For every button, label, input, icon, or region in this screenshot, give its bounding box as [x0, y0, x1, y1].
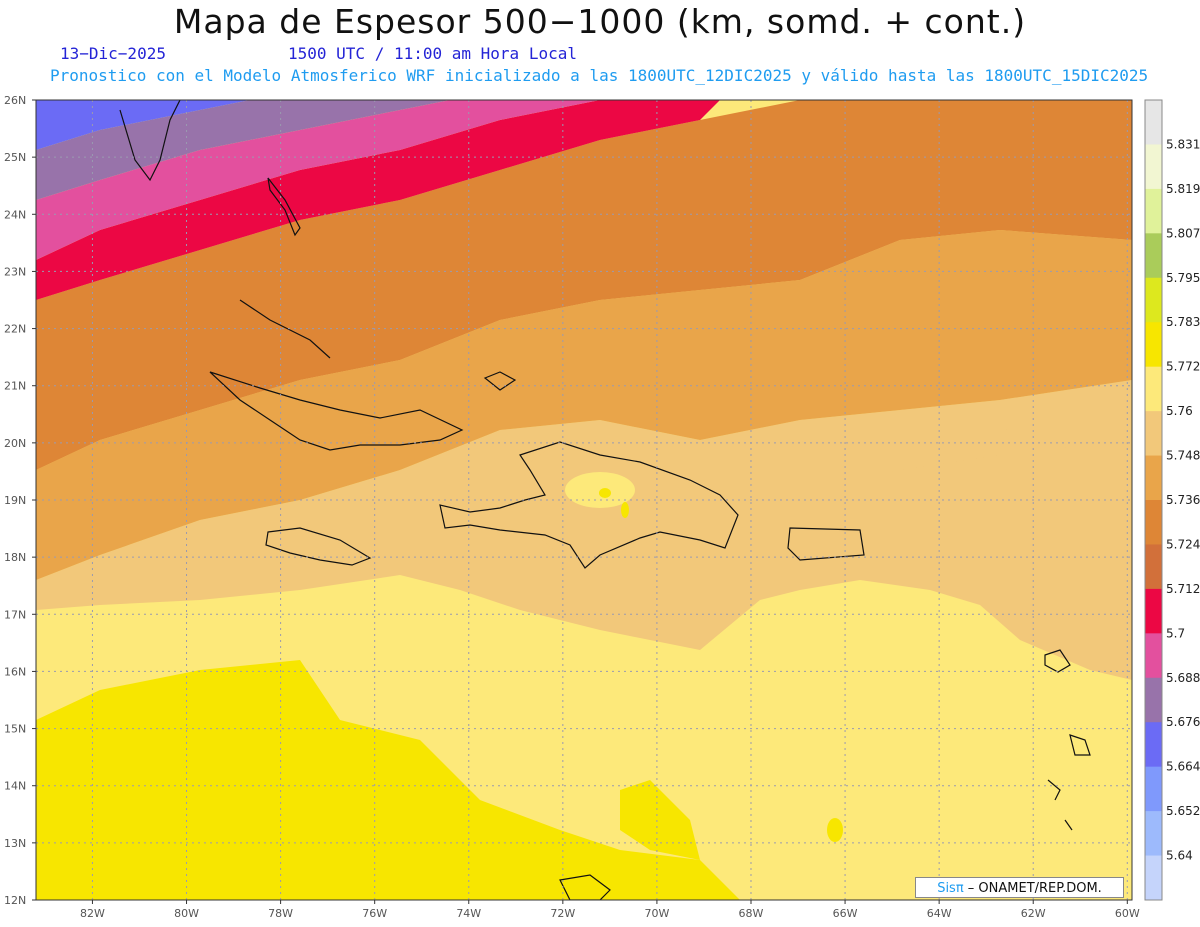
lat-tick-label: 16N	[4, 665, 26, 678]
colorbar-label: 5.652	[1166, 804, 1200, 818]
colorbar-swatch	[1145, 322, 1162, 368]
longitude-labels: 82W 80W 78W 76W 74W 72W 70W 68W 66W 64W 62W 60W	[80, 900, 1140, 920]
colorbar-label: 5.736	[1166, 493, 1200, 507]
colorbar-label: 5.64	[1166, 849, 1193, 863]
colorbar-label: 5.712	[1166, 582, 1200, 596]
lon-tick-label: 78W	[268, 907, 293, 920]
lat-tick-label: 15N	[4, 723, 26, 736]
lon-tick-label: 72W	[550, 907, 575, 920]
colorbar: 5.831 5.819 5.807 5.795 5.783 5.772 5.76 5.748 5…	[1144, 99, 1200, 901]
colorbar-frame	[1144, 99, 1163, 901]
lat-tick-label: 20N	[4, 437, 26, 450]
colorbar-swatch	[1145, 366, 1162, 412]
forecast-time: 1500 UTC / 11:00 am Hora Local	[288, 44, 577, 63]
credit-org: – ONAMET/REP.DOM.	[963, 881, 1102, 896]
lat-tick-label: 22N	[4, 323, 26, 336]
lon-tick-label: 60W	[1115, 907, 1140, 920]
colorbar-swatch	[1145, 100, 1162, 145]
colorbar-label: 5.724	[1166, 537, 1200, 551]
coastlines	[119, 100, 1091, 900]
colorbar-swatch	[1145, 144, 1162, 190]
lon-tick-label: 70W	[644, 907, 669, 920]
colorbar-swatch	[1145, 722, 1162, 768]
forecast-date: 13−Dic−2025	[60, 44, 166, 63]
colorbar-label: 5.783	[1166, 315, 1200, 329]
lon-tick-label: 80W	[174, 907, 199, 920]
lat-tick-label: 19N	[4, 494, 26, 507]
colorbar-label: 5.831	[1166, 137, 1200, 151]
lat-tick-label: 12N	[4, 894, 26, 907]
lon-tick-label: 64W	[927, 907, 952, 920]
colorbar-swatch	[1145, 766, 1162, 812]
lat-tick-label: 26N	[4, 94, 26, 107]
colorbar-label: 5.7	[1166, 626, 1185, 640]
lat-tick-label: 21N	[4, 380, 26, 393]
colorbar-label: 5.795	[1166, 271, 1200, 285]
colorbar-swatch	[1145, 855, 1162, 901]
lon-tick-label: 76W	[362, 907, 387, 920]
colorbar-label: 5.748	[1166, 449, 1200, 463]
colorbar-swatch	[1145, 277, 1162, 323]
colorbar-swatch	[1145, 411, 1162, 457]
colorbar-swatch	[1145, 233, 1162, 279]
lon-tick-label: 74W	[456, 907, 481, 920]
colorbar-swatch	[1145, 811, 1162, 857]
colorbar-label: 5.807	[1166, 226, 1200, 240]
lat-tick-label: 18N	[4, 551, 26, 564]
colorbar-swatch	[1145, 455, 1162, 501]
colorbar-swatch	[1145, 500, 1162, 545]
latitude-labels: 26N 25N 24N 23N 22N 21N 20N 19N 18N 17N 16N 15N 14N 1…	[4, 94, 36, 907]
lat-tick-label: 25N	[4, 151, 26, 164]
lon-tick-label: 66W	[833, 907, 858, 920]
colorbar-label: 5.688	[1166, 671, 1200, 685]
colorbar-swatch	[1145, 633, 1162, 679]
lat-tick-label: 24N	[4, 208, 26, 221]
colorbar-swatch	[1145, 544, 1162, 590]
lat-tick-label: 13N	[4, 837, 26, 850]
colorbar-label: 5.676	[1166, 715, 1200, 729]
model-description: Pronostico con el Modelo Atmosferico WRF…	[50, 66, 1149, 85]
lat-tick-label: 14N	[4, 780, 26, 793]
map-title: Mapa de Espesor 500−1000 (km, somd. + co…	[173, 2, 1027, 41]
colorbar-label: 5.76	[1166, 404, 1193, 418]
lat-tick-label: 23N	[4, 265, 26, 278]
lon-tick-label: 62W	[1021, 907, 1046, 920]
colorbar-swatch	[1145, 588, 1162, 634]
lon-tick-label: 82W	[80, 907, 105, 920]
lon-tick-label: 68W	[739, 907, 764, 920]
colorbar-swatch	[1145, 188, 1162, 234]
colorbar-label: 5.664	[1166, 760, 1200, 774]
colorbar-label: 5.772	[1166, 360, 1200, 374]
colorbar-label: 5.819	[1166, 182, 1200, 196]
sispi-logo: Sisπ	[937, 881, 964, 896]
colorbar-swatch	[1145, 677, 1162, 723]
lat-tick-label: 17N	[4, 608, 26, 621]
credit-box: Sisπ – ONAMET/REP.DOM.	[915, 877, 1124, 898]
